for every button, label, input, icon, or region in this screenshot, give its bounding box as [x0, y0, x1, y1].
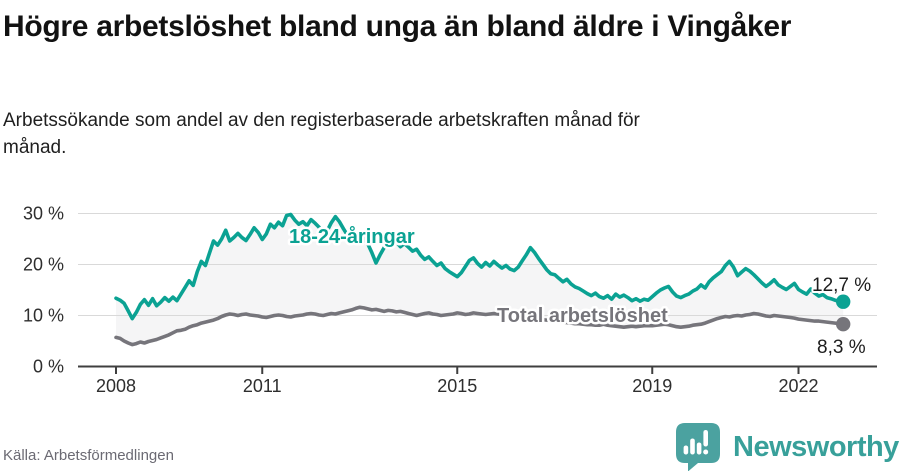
y-tick-label: 0 %: [33, 357, 64, 377]
end-value-total: 8,3 %: [817, 337, 866, 358]
end-dot-total: [835, 316, 851, 332]
newsworthy-logo-icon: [676, 423, 720, 471]
y-tick-label: 20 %: [23, 255, 64, 275]
end-dot-young: [835, 294, 851, 309]
chart-subtitle: Arbetssökande som andel av den registerb…: [3, 110, 640, 158]
x-tick-label: 2015: [437, 376, 477, 396]
source-note: Källa: Arbetsförmedlingen: [3, 447, 174, 464]
y-tick-label: 10 %: [23, 306, 64, 326]
series-label-total: Total arbetslöshet: [497, 305, 668, 327]
x-tick-label: 2019: [632, 376, 672, 396]
end-value-young: 12,7 %: [812, 275, 871, 296]
x-tick-label: 2022: [778, 376, 818, 396]
brand-wordmark: Newsworthy: [733, 430, 899, 463]
brand-link[interactable]: Newsworthy: [676, 423, 899, 471]
chart-dynamic: 0 % 10 % 20 % 30 % 2008 2011 2015 2019 2022: [23, 204, 877, 396]
page-title: Högre arbetslöshet bland unga än bland ä…: [3, 10, 792, 43]
series-label-young: 18-24-åringar: [289, 225, 415, 248]
x-tick-label: 2011: [243, 376, 282, 396]
series-line-young: [114, 212, 846, 321]
chart-labels: 18-24-åringar Total arbetslöshet 12,7 % …: [287, 223, 874, 361]
series-line-total: [114, 305, 846, 347]
area-between-series: [116, 214, 844, 345]
y-tick-label: 30 %: [23, 204, 64, 224]
x-tick-label: 2008: [96, 376, 136, 396]
